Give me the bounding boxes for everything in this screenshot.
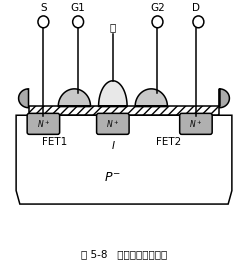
Polygon shape (98, 81, 127, 106)
Polygon shape (219, 89, 229, 108)
Text: FET1: FET1 (42, 137, 67, 147)
Text: $N^+$: $N^+$ (189, 118, 203, 130)
Text: S: S (40, 3, 47, 13)
FancyBboxPatch shape (27, 113, 60, 134)
Text: FET2: FET2 (156, 137, 181, 147)
Polygon shape (19, 89, 29, 108)
Polygon shape (16, 115, 232, 204)
Polygon shape (58, 89, 91, 106)
FancyBboxPatch shape (180, 113, 212, 134)
Polygon shape (135, 89, 167, 106)
FancyBboxPatch shape (97, 113, 129, 134)
Text: 栅: 栅 (110, 22, 116, 32)
Text: G1: G1 (71, 3, 86, 13)
Text: $N^+$: $N^+$ (106, 118, 120, 130)
Text: 图 5-8   双栅管结构示意图: 图 5-8 双栅管结构示意图 (81, 249, 167, 259)
Bar (29, 106, 219, 115)
Text: I: I (111, 141, 114, 151)
Text: G2: G2 (150, 3, 165, 13)
Text: D: D (192, 3, 200, 13)
Text: $N^+$: $N^+$ (37, 118, 50, 130)
Text: $P^{-}$: $P^{-}$ (104, 171, 121, 184)
